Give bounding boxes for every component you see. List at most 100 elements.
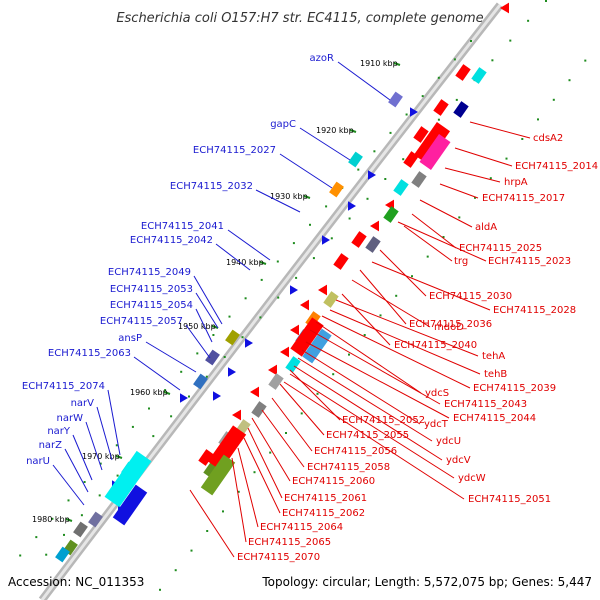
gene-block xyxy=(104,450,152,508)
gene-label-reverse[interactable]: ydcU xyxy=(436,436,461,447)
tick-dot xyxy=(442,236,445,238)
gene-label-forward[interactable]: ECH74115_2063 xyxy=(48,348,131,359)
tick-dot xyxy=(260,278,263,281)
gene-block xyxy=(413,126,429,143)
gene-label-reverse[interactable]: ydcS xyxy=(425,388,449,399)
gene-label-forward[interactable]: narV xyxy=(71,398,95,409)
gene-label-reverse[interactable]: aldA xyxy=(475,222,497,233)
gene-block xyxy=(419,134,451,170)
gene-label-forward[interactable]: ECH74115_2057 xyxy=(100,316,183,327)
gene-label-reverse[interactable]: cdsA2 xyxy=(533,133,563,144)
tick-dot xyxy=(325,205,328,208)
gene-label-forward[interactable]: narW xyxy=(57,413,84,424)
tick-dots xyxy=(19,0,587,591)
leader-line xyxy=(309,329,441,405)
gene-label-reverse[interactable]: ECH74115_2014 xyxy=(515,161,598,172)
tick-dot xyxy=(470,40,472,42)
tick-dot xyxy=(366,197,369,200)
gene-label-forward[interactable]: ECH74115_2027 xyxy=(193,145,276,156)
gene-label-reverse[interactable]: ECH74115_2058 xyxy=(307,462,390,473)
gene-label-reverse[interactable]: ECH74115_2070 xyxy=(237,552,320,563)
tick-dot xyxy=(453,58,456,61)
gene-block xyxy=(351,231,367,248)
gene-label-reverse[interactable]: ECH74115_2055 xyxy=(326,430,409,441)
scale-tick xyxy=(349,129,357,133)
gene-label-reverse[interactable]: ECH74115_2017 xyxy=(482,193,565,204)
gene-label-reverse[interactable]: tehB xyxy=(484,369,507,380)
leader-line xyxy=(227,229,271,261)
gene-label-forward[interactable]: gapC xyxy=(270,119,296,130)
gene-block xyxy=(433,99,449,116)
leader-line xyxy=(371,261,491,311)
gene-label-forward[interactable]: narU xyxy=(26,456,50,467)
gene-label-reverse[interactable]: mdoD xyxy=(434,322,464,333)
gene-label-forward[interactable]: ECH74115_2032 xyxy=(170,181,253,192)
tick-dot xyxy=(244,297,247,300)
tick-dot xyxy=(489,177,492,180)
tick-dot xyxy=(277,296,280,299)
gene-label-forward[interactable]: ECH74115_2053 xyxy=(110,284,193,295)
gene-label-reverse[interactable]: ECH74115_2025 xyxy=(459,243,542,254)
gene-label-reverse[interactable]: ECH74115_2056 xyxy=(314,446,397,457)
tick-dot xyxy=(295,276,298,279)
gene-label-reverse[interactable]: ECH74115_2036 xyxy=(409,319,492,330)
leader-line xyxy=(145,341,197,373)
gene-label-forward[interactable]: azoR xyxy=(310,53,334,64)
tick-dot xyxy=(159,588,161,591)
gene-label-forward[interactable]: narY xyxy=(47,426,71,437)
tick-dot xyxy=(509,39,512,42)
gene-label-forward[interactable]: ansP xyxy=(118,333,142,344)
gene-label-forward[interactable]: narZ xyxy=(39,440,63,451)
gene-label-reverse[interactable]: ydcV xyxy=(446,455,471,466)
tick-dot xyxy=(180,370,183,373)
tick-dot xyxy=(357,168,360,171)
gene-arrow xyxy=(232,409,241,421)
gene-block xyxy=(413,122,451,164)
leader-line xyxy=(411,213,457,249)
gene-label-reverse[interactable]: ECH74115_2061 xyxy=(284,493,367,504)
gene-label-reverse[interactable]: ECH74115_2030 xyxy=(429,291,512,302)
leader-line xyxy=(321,315,471,389)
leader-line xyxy=(261,409,305,468)
gene-label-reverse[interactable]: ECH74115_2039 xyxy=(473,383,556,394)
gene-label-reverse[interactable]: ECH74115_2064 xyxy=(260,522,343,533)
leader-line xyxy=(351,279,431,328)
gene-label-reverse[interactable]: trg xyxy=(454,256,468,267)
gene-label-forward[interactable]: ECH74115_2054 xyxy=(110,300,193,311)
gene-label-reverse[interactable]: ECH74115_2028 xyxy=(493,305,576,316)
gene-block xyxy=(198,449,214,466)
scale-label: 1930 kbp xyxy=(270,192,308,201)
tick-dot xyxy=(35,536,38,539)
gene-label-reverse[interactable]: ECH74115_2051 xyxy=(468,494,551,505)
leader-line xyxy=(301,349,421,425)
gene-arrow xyxy=(322,235,330,245)
gene-label-reverse[interactable]: hrpA xyxy=(504,177,528,188)
gene-label-forward[interactable]: ECH74115_2049 xyxy=(108,267,191,278)
gene-label-reverse[interactable]: ECH74115_2062 xyxy=(282,508,365,519)
tick-dot xyxy=(292,242,295,245)
gene-label-reverse[interactable]: ydcW xyxy=(458,473,486,484)
gene-label-reverse[interactable]: ECH74115_2044 xyxy=(453,413,536,424)
gene-block xyxy=(207,425,247,471)
leader-line xyxy=(299,127,351,161)
gene-label-reverse[interactable]: ECH74115_2052 xyxy=(342,415,425,426)
gene-label-reverse[interactable]: tehA xyxy=(482,351,505,362)
gene-arrow xyxy=(500,2,509,14)
leader-line xyxy=(215,243,251,271)
gene-block xyxy=(388,91,403,108)
gene-label-reverse[interactable]: ECH74115_2040 xyxy=(394,340,477,351)
gene-label-reverse[interactable]: ECH74115_2043 xyxy=(444,399,527,410)
gene-label-forward[interactable]: ECH74115_2074 xyxy=(22,381,105,392)
gene-label-reverse[interactable]: ECH74115_2060 xyxy=(292,476,375,487)
tick-dot xyxy=(363,334,366,336)
leader-line xyxy=(237,447,259,528)
gene-label-forward[interactable]: ECH74115_2041 xyxy=(141,221,224,232)
gene-label-reverse[interactable]: ECH74115_2023 xyxy=(488,256,571,267)
gene-label-reverse[interactable]: ECH74115_2065 xyxy=(248,537,331,548)
gene-block xyxy=(285,356,301,373)
leader-line xyxy=(251,417,291,482)
gene-label-reverse[interactable]: ydcT xyxy=(424,419,449,430)
scale-tick xyxy=(211,325,219,329)
tick-dot xyxy=(174,569,177,572)
gene-label-forward[interactable]: ECH74115_2042 xyxy=(130,235,213,246)
